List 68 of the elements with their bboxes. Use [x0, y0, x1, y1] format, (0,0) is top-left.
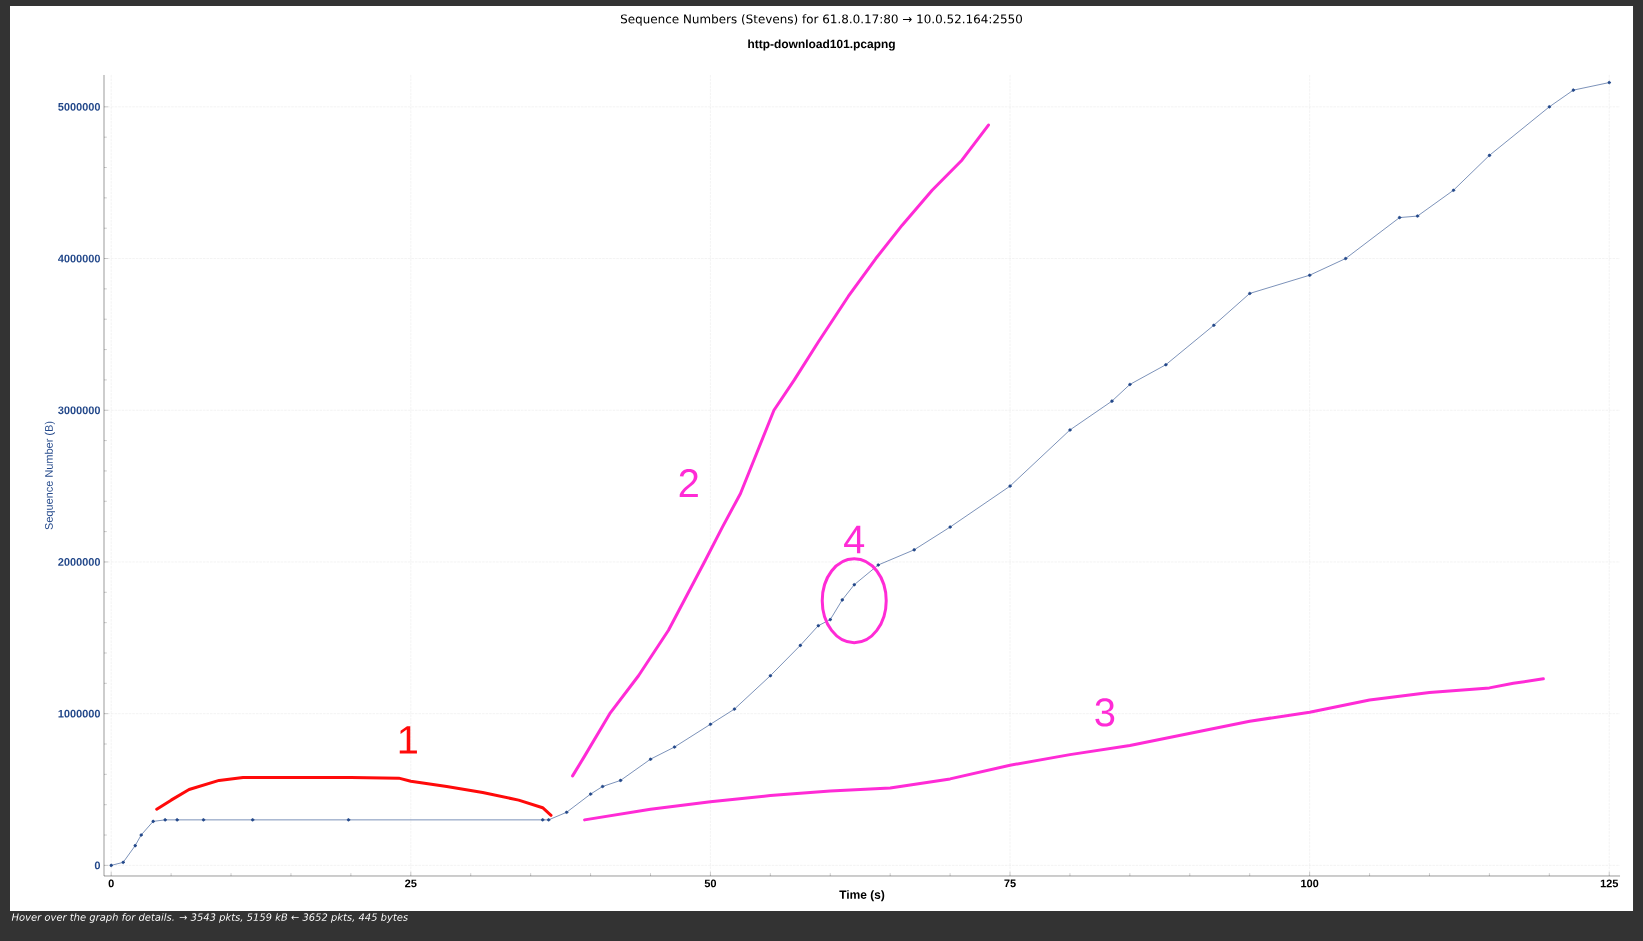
y-axis-title: Sequence Number (B) — [44, 421, 55, 530]
point — [565, 810, 569, 814]
point — [1487, 153, 1491, 157]
point — [1397, 215, 1402, 220]
series-label: 3 — [1095, 698, 1115, 727]
chart-title: Sequence Numbers (Stevens) for 61.8.0.17:80 → 10.0.52.164:2550 — [620, 14, 1023, 26]
y-tick-label: 1000000 — [58, 709, 101, 718]
line-series — [155, 775, 553, 817]
point — [648, 757, 653, 761]
y-tick-label: 4000000 — [57, 254, 101, 263]
point — [346, 818, 351, 822]
point — [1212, 323, 1216, 327]
point — [732, 707, 736, 711]
y-tick-label: 3000000 — [58, 406, 101, 415]
x-tick-label: 25 — [405, 879, 417, 888]
chart-subtitle: http-download101.pcapng — [748, 39, 895, 51]
x-tick-label: 0 — [108, 879, 114, 888]
point — [1110, 399, 1114, 403]
y-tick-label: 5000000 — [58, 102, 101, 111]
point — [1008, 484, 1012, 488]
point — [840, 598, 844, 602]
point — [600, 784, 605, 789]
point — [1547, 105, 1551, 109]
point — [912, 548, 916, 552]
point — [121, 860, 125, 864]
point — [1248, 291, 1252, 296]
line-series — [571, 123, 990, 778]
point — [201, 818, 206, 822]
text: Hover over the graph for details. → 3543 pkts, 5159 kB ← 3652 pkts, 445 bytes — [11, 913, 408, 923]
point — [1571, 88, 1575, 92]
point — [1607, 80, 1611, 85]
point — [828, 618, 832, 622]
point — [768, 674, 772, 678]
point — [948, 525, 952, 529]
point — [541, 818, 545, 822]
point — [672, 745, 677, 749]
point — [175, 818, 179, 822]
point — [163, 818, 167, 822]
point — [618, 778, 623, 783]
point — [547, 818, 551, 822]
point — [798, 643, 802, 647]
point — [109, 863, 113, 867]
point — [1415, 214, 1420, 218]
annotation: 4 — [844, 525, 865, 554]
point — [708, 722, 713, 726]
x-tick-label: 100 — [1301, 879, 1319, 888]
series-label: 2 — [679, 469, 698, 497]
y-tick-label: 0 — [94, 861, 101, 870]
point — [876, 563, 880, 567]
point — [588, 792, 593, 796]
point — [1164, 363, 1168, 367]
point — [1068, 428, 1072, 432]
x-tick-label: 125 — [1600, 879, 1619, 888]
point — [151, 819, 155, 823]
y-tick-label: 2000000 — [58, 558, 101, 566]
point — [1308, 273, 1312, 277]
x-tick-label: 50 — [704, 879, 717, 888]
point — [1451, 188, 1456, 192]
point — [133, 844, 137, 848]
point — [1343, 256, 1348, 261]
x-axis-title: Time (s) — [839, 890, 885, 902]
x-tick-label: 75 — [1004, 879, 1016, 888]
point — [1128, 382, 1132, 387]
point — [139, 833, 143, 837]
series-label: 1 — [399, 726, 417, 754]
point — [251, 818, 255, 822]
point — [816, 624, 820, 628]
point — [852, 583, 856, 587]
